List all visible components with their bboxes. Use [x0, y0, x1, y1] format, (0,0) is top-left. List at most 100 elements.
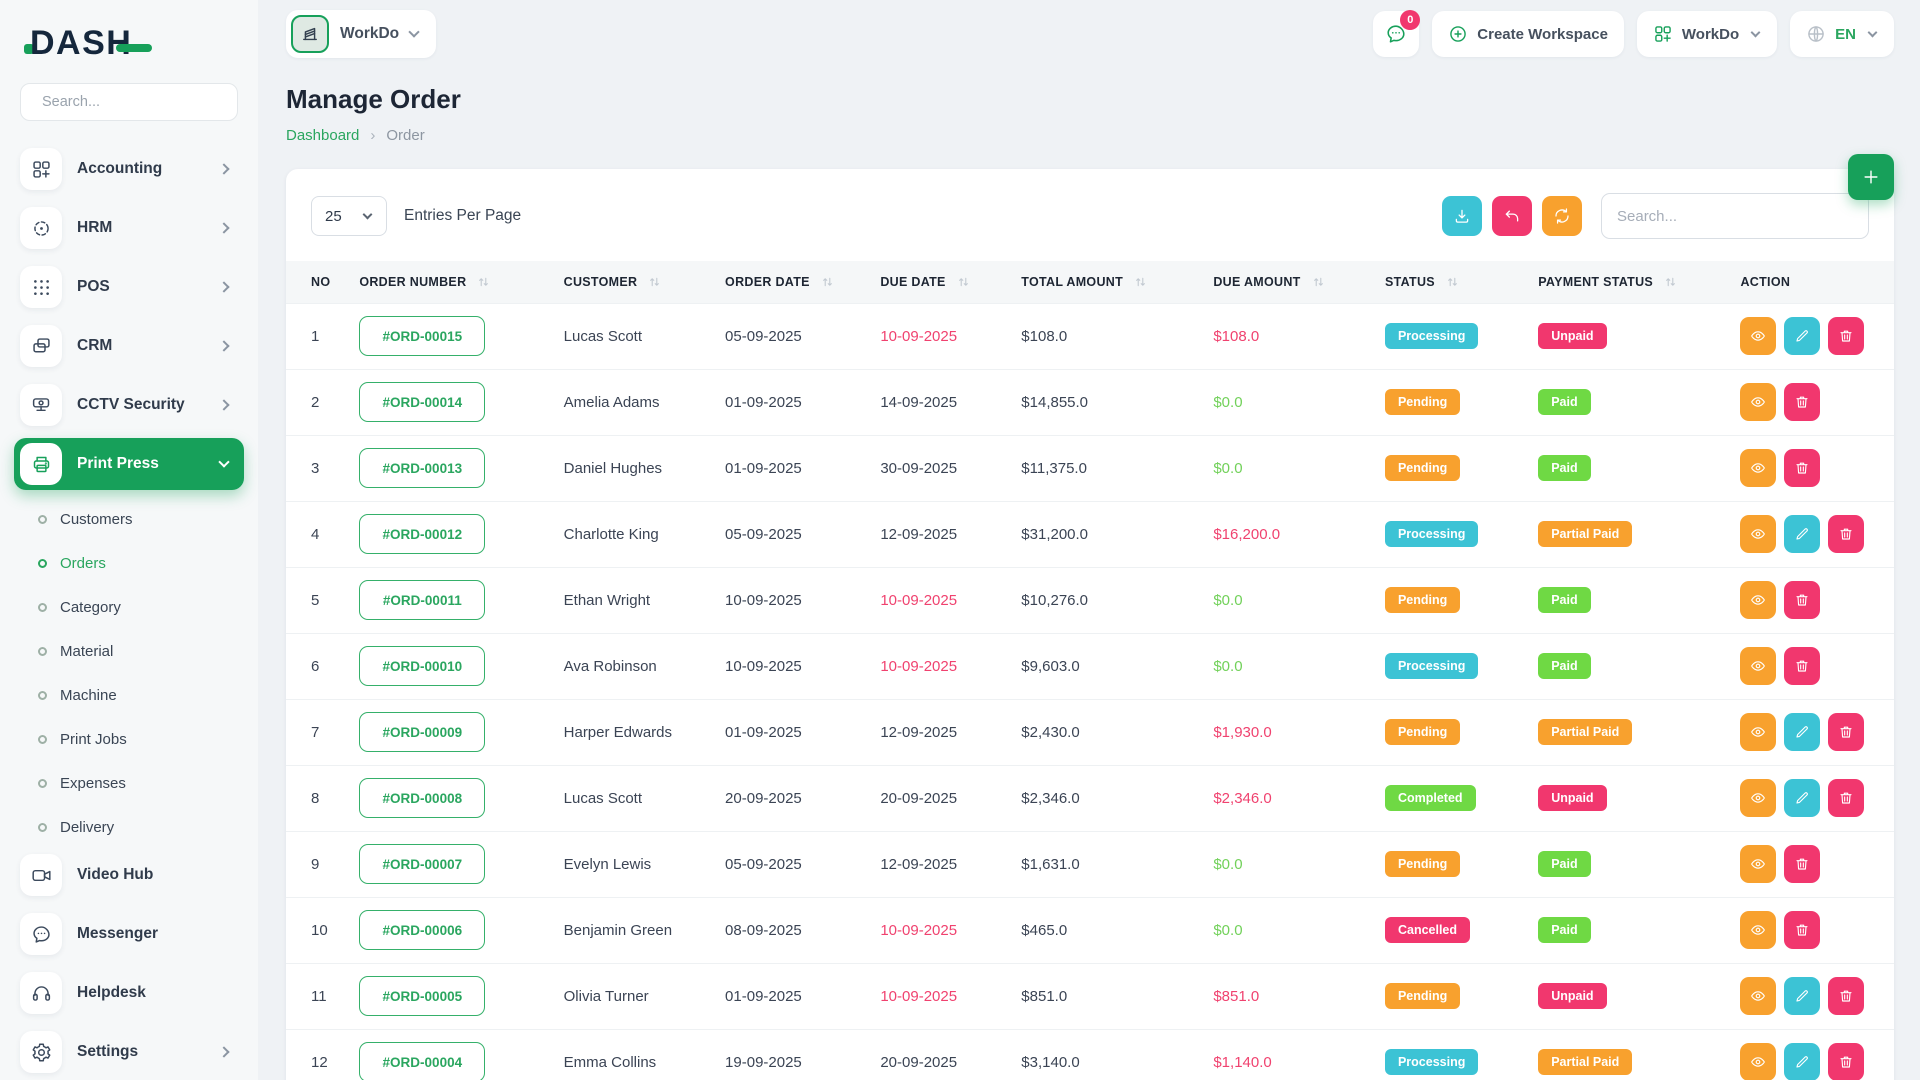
cell-payment-status: Unpaid — [1528, 764, 1731, 831]
cell-action — [1730, 1028, 1894, 1080]
edit-order-button[interactable] — [1784, 1043, 1821, 1080]
sort-icon[interactable] — [478, 276, 489, 288]
delete-order-button[interactable] — [1784, 911, 1821, 949]
dots-grid-icon — [31, 277, 52, 298]
export-button[interactable] — [1442, 196, 1482, 236]
app-switcher-button[interactable]: WorkDo — [1636, 11, 1778, 57]
delete-order-button[interactable] — [1828, 779, 1865, 817]
sort-icon[interactable] — [822, 276, 833, 288]
view-order-button[interactable] — [1740, 647, 1777, 685]
view-order-button[interactable] — [1740, 779, 1777, 817]
sidebar-item-video-hub[interactable]: Video Hub — [14, 849, 244, 901]
edit-order-button[interactable] — [1784, 977, 1821, 1015]
delete-order-button[interactable] — [1828, 1043, 1865, 1080]
delete-order-button[interactable] — [1828, 515, 1865, 553]
sidebar-subitem-delivery[interactable]: Delivery — [14, 805, 244, 849]
sidebar-item-settings[interactable]: Settings — [14, 1026, 244, 1078]
notifications-button[interactable]: 0 — [1373, 10, 1421, 57]
delete-order-button[interactable] — [1784, 845, 1821, 883]
order-number-link[interactable]: #ORD-00011 — [359, 580, 486, 620]
delete-order-button[interactable] — [1784, 647, 1821, 685]
sidebar-subitem-material[interactable]: Material — [14, 629, 244, 673]
language-selector[interactable]: EN — [1790, 11, 1894, 57]
delete-order-button[interactable] — [1828, 977, 1865, 1015]
view-order-button[interactable] — [1740, 317, 1777, 355]
edit-order-button[interactable] — [1784, 779, 1821, 817]
view-order-button[interactable] — [1740, 977, 1777, 1015]
delete-order-button[interactable] — [1784, 581, 1821, 619]
cell-payment-status: Paid — [1528, 368, 1731, 435]
table-row: 6 #ORD-00010 Ava Robinson 10-09-2025 10-… — [286, 632, 1894, 699]
chevron-right-icon — [218, 281, 230, 293]
order-number-link[interactable]: #ORD-00012 — [359, 514, 486, 554]
cell-status: Pending — [1374, 830, 1529, 897]
sort-icon[interactable] — [1447, 276, 1458, 288]
order-number-link[interactable]: #ORD-00007 — [359, 844, 486, 884]
sidebar-item-hrm[interactable]: HRM — [14, 202, 244, 254]
order-number-link[interactable]: #ORD-00010 — [359, 646, 486, 686]
page-content: Manage Order Dashboard › Order 25 Entrie… — [258, 58, 1920, 1080]
delete-order-button[interactable] — [1784, 449, 1821, 487]
order-number-link[interactable]: #ORD-00004 — [359, 1042, 486, 1080]
view-order-button[interactable] — [1740, 713, 1777, 751]
view-order-button[interactable] — [1740, 581, 1777, 619]
edit-order-button[interactable] — [1784, 713, 1821, 751]
breadcrumb-dashboard-link[interactable]: Dashboard — [286, 127, 360, 144]
sidebar-item-print-press[interactable]: Print Press — [14, 438, 244, 490]
entries-per-page-select[interactable]: 25 — [311, 196, 387, 236]
sidebar-search-input[interactable] — [42, 94, 229, 110]
sidebar-item-accounting[interactable]: Accounting — [14, 143, 244, 195]
table-search-input[interactable] — [1601, 193, 1869, 239]
order-number-link[interactable]: #ORD-00006 — [359, 910, 486, 950]
payment-status-badge: Unpaid — [1538, 983, 1607, 1009]
sidebar-item-cctv-security[interactable]: CCTV Security — [14, 379, 244, 431]
cell-payment-status: Paid — [1528, 566, 1731, 633]
view-order-button[interactable] — [1740, 911, 1777, 949]
refresh-button[interactable] — [1542, 196, 1582, 236]
circle-bullet-icon — [38, 778, 47, 788]
order-number-link[interactable]: #ORD-00014 — [359, 382, 486, 422]
sidebar-subitem-orders[interactable]: Orders — [14, 541, 244, 585]
cell-status: Pending — [1374, 962, 1529, 1029]
table-row: 12 #ORD-00004 Emma Collins 19-09-2025 20… — [286, 1028, 1894, 1080]
delete-order-button[interactable] — [1828, 317, 1865, 355]
cell-total-amount: $2,346.0 — [1011, 764, 1204, 831]
sidebar-subitem-machine[interactable]: Machine — [14, 673, 244, 717]
cell-action — [1730, 302, 1894, 369]
sidebar-item-helpdesk[interactable]: Helpdesk — [14, 967, 244, 1019]
sort-icon[interactable] — [1665, 276, 1676, 288]
sidebar-item-crm[interactable]: CRM — [14, 320, 244, 372]
sidebar-item-messenger[interactable]: Messenger — [14, 908, 244, 960]
edit-order-button[interactable] — [1784, 515, 1821, 553]
order-number-link[interactable]: #ORD-00008 — [359, 778, 486, 818]
reset-button[interactable] — [1492, 196, 1532, 236]
chevron-right-icon — [218, 1046, 230, 1058]
delete-order-button[interactable] — [1828, 713, 1865, 751]
edit-order-button[interactable] — [1784, 317, 1821, 355]
add-order-button[interactable] — [1848, 154, 1894, 200]
order-number-link[interactable]: #ORD-00013 — [359, 448, 486, 488]
sidebar-subitem-expenses[interactable]: Expenses — [14, 761, 244, 805]
view-order-button[interactable] — [1740, 1043, 1777, 1080]
sidebar-item-pos[interactable]: POS — [14, 261, 244, 313]
sort-icon[interactable] — [958, 276, 969, 288]
sort-icon[interactable] — [1313, 276, 1324, 288]
sidebar-subitem-print-jobs[interactable]: Print Jobs — [14, 717, 244, 761]
workspace-selector[interactable]: WorkDo — [286, 10, 437, 58]
view-order-button[interactable] — [1740, 449, 1777, 487]
order-number-link[interactable]: #ORD-00015 — [359, 316, 486, 356]
view-order-button[interactable] — [1740, 845, 1777, 883]
order-number-link[interactable]: #ORD-00009 — [359, 712, 486, 752]
cell-status: Processing — [1374, 500, 1529, 567]
sidebar-subitem-category[interactable]: Category — [14, 585, 244, 629]
view-order-button[interactable] — [1740, 383, 1777, 421]
circle-bullet-icon — [38, 822, 47, 832]
order-number-link[interactable]: #ORD-00005 — [359, 976, 486, 1016]
sort-icon[interactable] — [649, 276, 660, 288]
create-workspace-button[interactable]: Create Workspace — [1432, 11, 1624, 57]
delete-order-button[interactable] — [1784, 383, 1821, 421]
sidebar-subitem-customers[interactable]: Customers — [14, 497, 244, 541]
sort-icon[interactable] — [1135, 276, 1146, 288]
view-order-button[interactable] — [1740, 515, 1777, 553]
video-camera-icon — [31, 865, 52, 886]
